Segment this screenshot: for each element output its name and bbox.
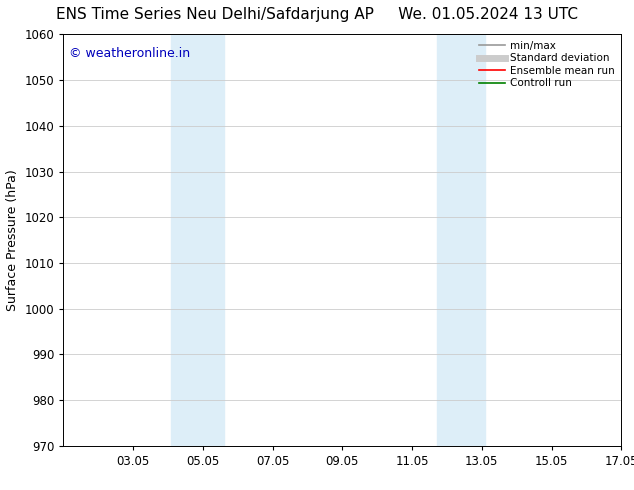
Bar (171, 34, 224, 446)
Bar (436, 34, 486, 446)
Text: ENS Time Series Neu Delhi/Safdarjung AP     We. 01.05.2024 13 UTC: ENS Time Series Neu Delhi/Safdarjung AP … (56, 7, 578, 23)
Y-axis label: Surface Pressure (hPa): Surface Pressure (hPa) (6, 169, 19, 311)
Legend: min/max, Standard deviation, Ensemble mean run, Controll run: min/max, Standard deviation, Ensemble me… (475, 36, 619, 93)
Text: © weatheronline.in: © weatheronline.in (69, 47, 190, 60)
